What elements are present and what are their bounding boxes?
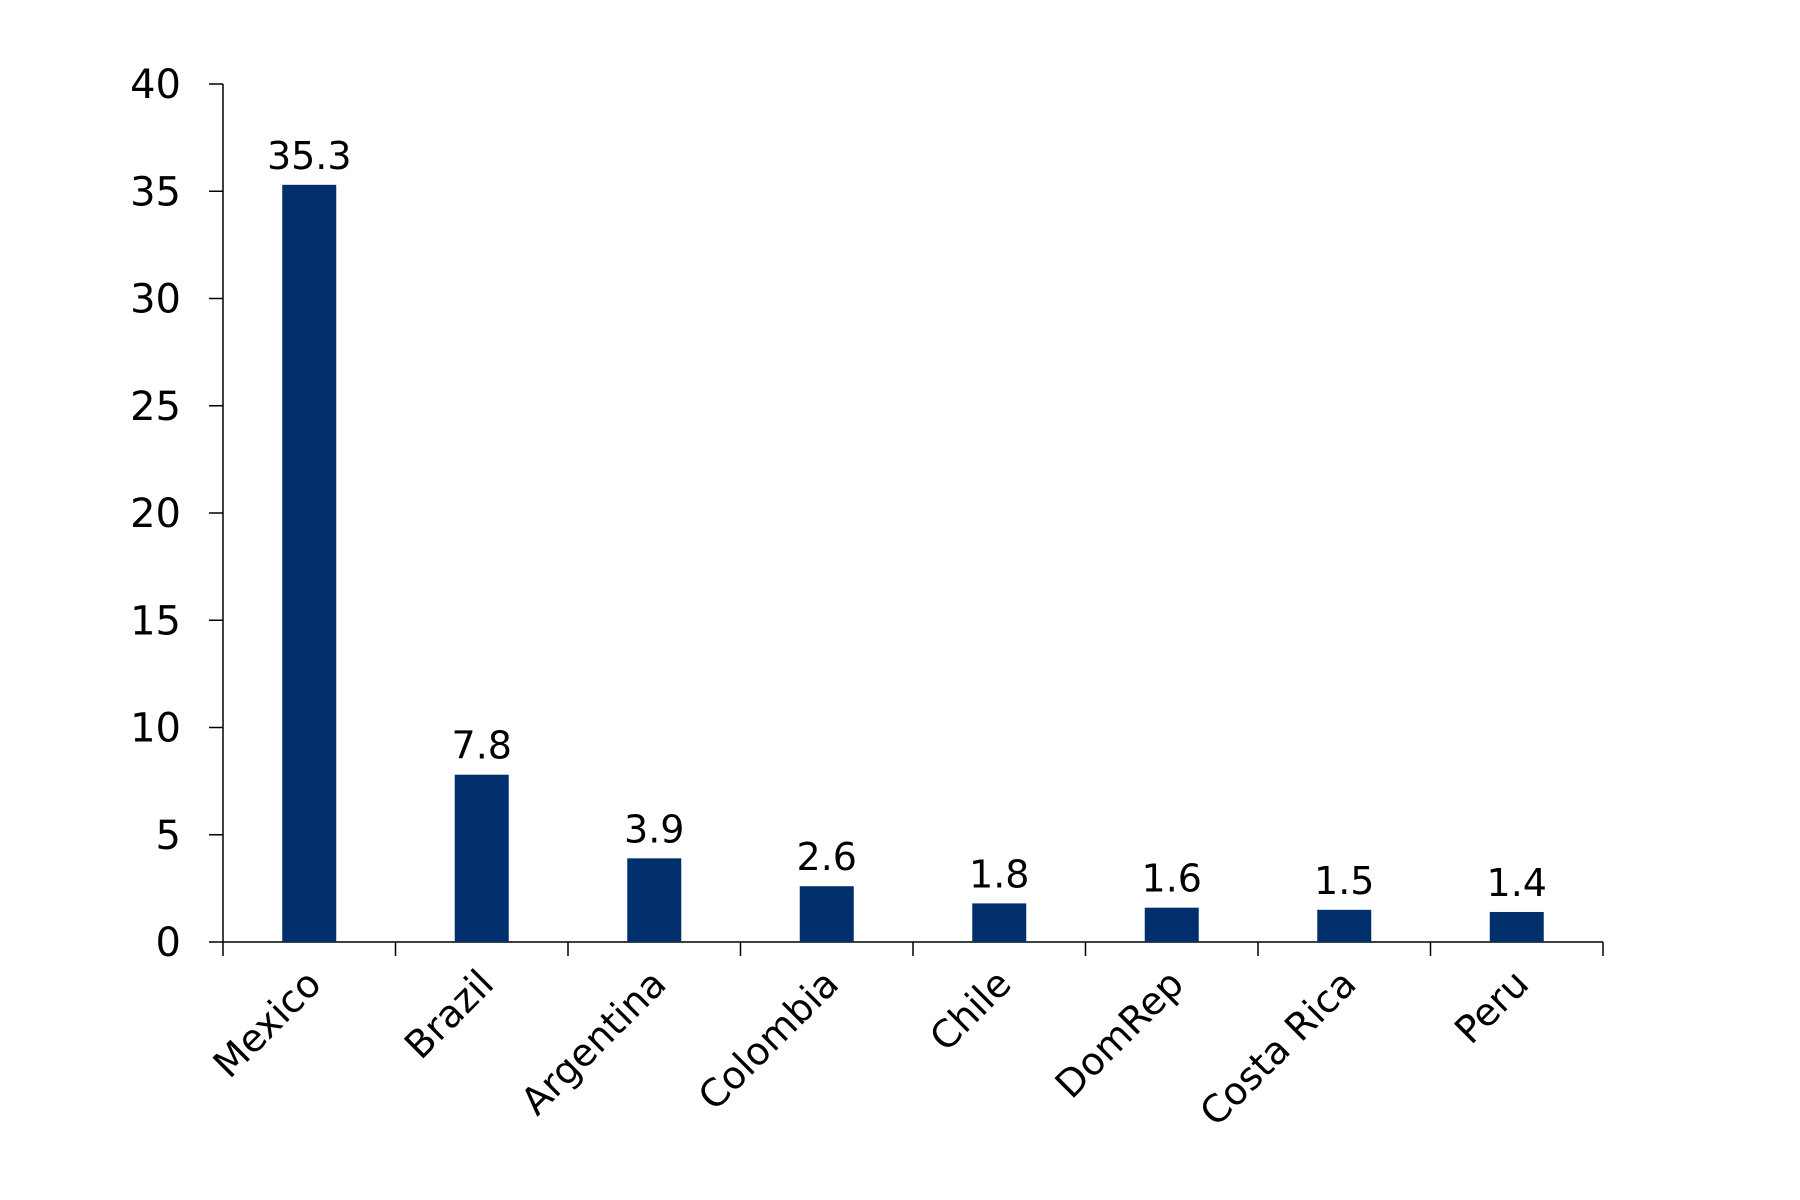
- bar-argentina: [627, 858, 682, 942]
- data-label: 2.6: [797, 835, 857, 879]
- data-label: 7.8: [452, 724, 512, 768]
- data-label: 1.4: [1487, 861, 1547, 905]
- category-label: Argentina: [512, 961, 674, 1123]
- category-label: Brazil: [396, 961, 502, 1067]
- category-label: Mexico: [205, 961, 330, 1086]
- bar-colombia: [799, 886, 854, 942]
- category-label: DomRep: [1047, 961, 1192, 1106]
- x-axis: [222, 941, 1604, 956]
- data-label: 1.5: [1314, 859, 1374, 903]
- data-label: 35.3: [267, 134, 352, 178]
- category-label: Peru: [1446, 961, 1537, 1052]
- category-label: Costa Rica: [1191, 961, 1364, 1134]
- y-tick-label: 20: [130, 491, 181, 537]
- data-labels: 35.3 7.8 3.9 2.6 1.8 1.6 1.5 1.4: [267, 134, 1547, 905]
- category-label: Chile: [921, 961, 1019, 1059]
- data-label: 1.8: [969, 852, 1029, 896]
- data-label: 3.9: [624, 807, 684, 851]
- bar-brazil: [454, 774, 509, 942]
- y-tick-label: 15: [130, 598, 181, 644]
- bar-costa-rica: [1317, 909, 1372, 942]
- category-labels: Mexico Brazil Argentina Colombia Chile DomRep…: [205, 961, 1537, 1134]
- y-tick-label: 0: [156, 920, 181, 966]
- y-tick-label: 35: [130, 169, 181, 215]
- y-tick-label: 5: [156, 813, 181, 859]
- bar-peru: [1489, 911, 1544, 942]
- data-label: 1.6: [1142, 857, 1202, 901]
- y-axis: 0 5 10 15 20 25 30 35 40: [130, 62, 224, 966]
- y-tick-label: 30: [130, 277, 181, 323]
- y-tick-label: 40: [130, 62, 181, 108]
- bars: [282, 184, 1544, 942]
- bar-mexico: [282, 184, 337, 942]
- y-tick-label: 10: [130, 706, 181, 752]
- y-tick-label: 25: [130, 384, 181, 430]
- bar-domrep: [1144, 907, 1199, 942]
- bar-chile: [972, 903, 1027, 942]
- category-label: Colombia: [690, 961, 847, 1118]
